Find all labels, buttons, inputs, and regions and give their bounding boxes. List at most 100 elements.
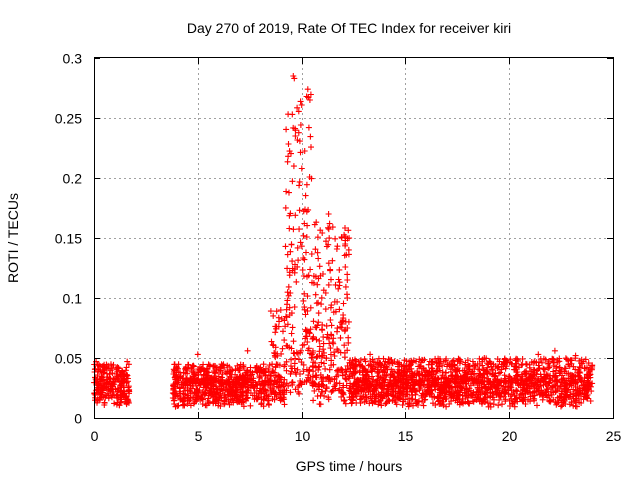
data-point <box>513 387 520 394</box>
data-point <box>204 384 211 391</box>
data-point <box>327 345 334 352</box>
data-point <box>289 258 296 265</box>
data-point <box>554 387 561 394</box>
data-point <box>300 232 307 239</box>
data-point <box>482 391 489 398</box>
data-point <box>270 342 277 349</box>
data-point <box>437 367 443 374</box>
data-point <box>544 386 551 393</box>
data-point <box>396 359 402 366</box>
data-point <box>533 385 540 392</box>
data-point <box>289 111 296 118</box>
data-point <box>173 378 179 385</box>
data-point <box>475 376 481 383</box>
data-point <box>297 98 304 105</box>
data-point <box>288 363 294 370</box>
data-point <box>332 235 339 242</box>
data-point <box>174 365 181 372</box>
data-point <box>258 400 265 407</box>
data-point <box>385 396 392 403</box>
data-point <box>381 362 388 368</box>
data-point <box>423 391 430 398</box>
data-point <box>240 403 247 410</box>
data-point <box>282 204 289 211</box>
data-point <box>497 369 504 376</box>
data-point <box>341 397 348 404</box>
data-point <box>450 357 457 364</box>
data-point <box>306 330 313 337</box>
data-point <box>281 337 288 344</box>
data-point <box>351 375 358 382</box>
data-point <box>430 400 436 407</box>
data-point <box>181 395 188 402</box>
data-point <box>435 398 442 405</box>
data-point <box>501 388 508 395</box>
data-point <box>553 377 560 384</box>
data-point <box>338 324 345 331</box>
data-point <box>195 369 202 376</box>
data-point <box>535 351 542 358</box>
data-point <box>410 402 416 409</box>
data-point <box>234 375 241 382</box>
y-tick-label: 0.15 <box>55 231 82 247</box>
data-point <box>488 366 495 373</box>
data-point <box>328 388 335 395</box>
data-point <box>527 368 534 375</box>
data-point <box>564 389 571 396</box>
data-point <box>375 355 382 362</box>
data-point <box>275 384 282 391</box>
data-point <box>425 361 432 368</box>
data-point <box>331 375 338 382</box>
data-point <box>332 281 339 288</box>
data-point <box>481 396 487 403</box>
data-point <box>550 396 557 403</box>
grid-lines <box>94 58 613 418</box>
data-point <box>349 383 356 390</box>
data-point <box>421 386 428 393</box>
data-point <box>309 379 316 386</box>
data-point <box>448 372 455 379</box>
data-point <box>524 389 531 395</box>
data-point <box>414 368 421 374</box>
data-point <box>488 363 495 370</box>
data-point <box>277 307 284 313</box>
data-point <box>557 393 564 400</box>
data-point <box>397 391 404 397</box>
data-point <box>92 376 99 383</box>
data-point <box>520 386 527 393</box>
data-point <box>387 371 394 378</box>
data-point <box>310 380 317 387</box>
y-tick-label: 0.3 <box>63 51 83 67</box>
data-point <box>355 358 362 365</box>
data-point <box>507 374 514 381</box>
data-point <box>315 366 322 373</box>
data-point <box>312 246 319 253</box>
data-point <box>546 364 553 371</box>
data-point <box>572 378 579 385</box>
data-point <box>311 387 318 394</box>
data-point <box>536 365 543 371</box>
data-point <box>314 234 321 241</box>
data-point <box>373 385 380 392</box>
data-point <box>568 399 575 406</box>
data-point <box>554 376 561 383</box>
data-point <box>409 379 416 386</box>
data-point <box>313 219 320 226</box>
data-point <box>523 361 530 368</box>
data-point <box>325 260 332 267</box>
data-point <box>304 222 311 229</box>
data-point <box>391 368 398 375</box>
data-point <box>409 395 416 402</box>
data-point <box>114 388 121 395</box>
data-point <box>397 372 404 379</box>
data-point <box>377 382 384 389</box>
data-point <box>579 360 586 367</box>
data-point <box>232 366 239 373</box>
data-point <box>329 224 336 231</box>
data-point <box>481 355 488 361</box>
data-point <box>382 400 389 407</box>
data-point <box>304 308 311 314</box>
data-point <box>369 356 376 363</box>
data-point <box>454 365 461 372</box>
data-point <box>303 181 310 188</box>
